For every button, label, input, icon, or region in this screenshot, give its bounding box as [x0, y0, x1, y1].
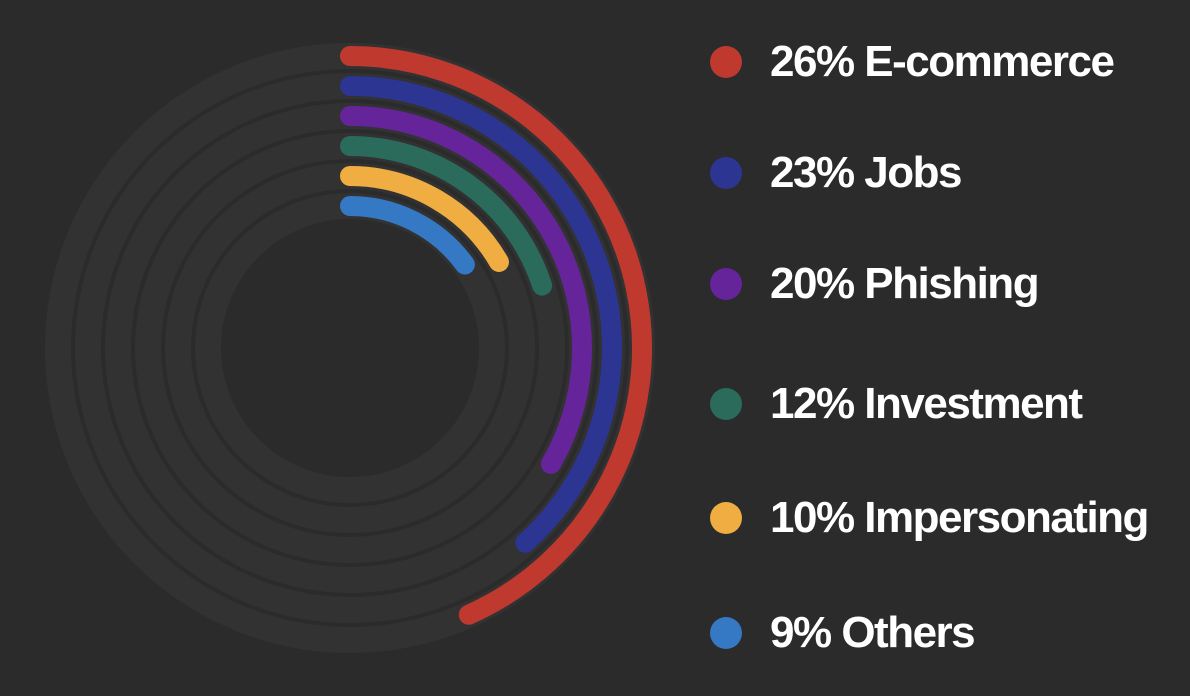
bar-phishing	[340, 106, 592, 474]
radial-bar-chart	[340, 46, 652, 625]
legend-item-jobs: 23% Jobs	[710, 143, 962, 203]
legend-item-phishing: 20% Phishing	[710, 254, 1040, 314]
legend: 26% E-commerce 23% Jobs 20% Phishing 12%…	[710, 0, 1180, 696]
legend-dot-ecommerce	[710, 46, 742, 78]
legend-item-others: 9% Others	[710, 603, 976, 663]
legend-item-ecommerce: 26% E-commerce	[710, 32, 1115, 92]
legend-label-phishing: 20% Phishing	[770, 259, 1040, 308]
legend-item-impersonating: 10% Impersonating	[710, 488, 1149, 548]
legend-item-investment: 12% Investment	[710, 374, 1083, 434]
legend-label-investment: 12% Investment	[770, 379, 1083, 428]
bar-impersonating	[340, 166, 509, 272]
bar-ecommerce	[340, 46, 652, 625]
bar-investment	[340, 136, 553, 296]
legend-dot-investment	[710, 388, 742, 420]
legend-label-ecommerce: 26% E-commerce	[770, 37, 1115, 86]
legend-dot-impersonating	[710, 502, 742, 534]
legend-label-jobs: 23% Jobs	[770, 148, 962, 197]
bar-others	[340, 196, 475, 275]
legend-label-impersonating: 10% Impersonating	[770, 493, 1149, 542]
legend-dot-phishing	[710, 268, 742, 300]
legend-dot-others	[710, 617, 742, 649]
legend-label-others: 9% Others	[770, 608, 976, 657]
legend-dot-jobs	[710, 157, 742, 189]
bar-jobs	[340, 76, 622, 553]
